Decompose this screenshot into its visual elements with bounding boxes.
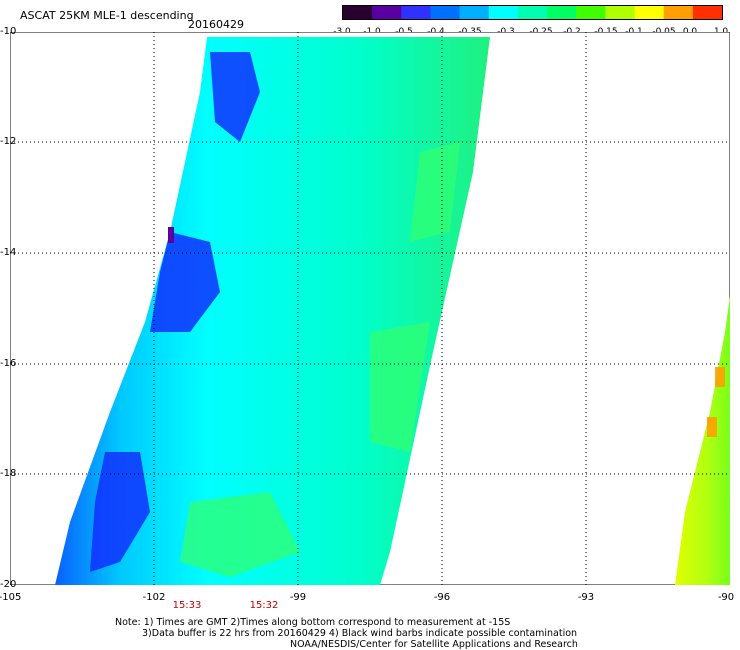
x-tick-label: -105 [0,592,22,603]
x-tick-label: -93 [577,592,595,603]
x-tick-label: -90 [717,592,735,603]
swath-time-label: 15:32 [249,600,279,611]
green-patches [180,142,460,577]
right-swath [675,296,730,585]
orange-patches [707,367,725,437]
y-tick-label: -14 [0,247,17,258]
main-swath [55,37,490,585]
colorbar-segment [605,6,636,19]
colorbar [342,5,723,20]
x-tick-label: -99 [289,592,307,603]
colorbar-segment [547,6,577,19]
colorbar-segment [663,6,694,19]
colorbar-segment [692,6,722,19]
colorbar-segment [372,6,402,19]
swath-map [10,32,730,585]
purple-cell [168,227,174,243]
map-date: 20160429 [188,18,244,31]
colorbar-segment [401,6,432,19]
note-line-3: NOAA/NESDIS/Center for Satellite Applica… [290,639,578,650]
colorbar-segment [430,6,461,19]
dark-blue-patches [90,52,260,572]
swath-time-label: 15:33 [172,600,202,611]
colorbar-segment [343,6,373,19]
colorbar-segment [576,6,606,19]
x-tick-label: -102 [142,592,166,603]
map-title: ASCAT 25KM MLE-1 descending [20,9,194,22]
colorbar-segment [459,6,490,19]
note-line-2: 3)Data buffer is 22 hrs from 20160429 4)… [142,628,578,639]
y-tick-label: -16 [0,358,17,369]
y-tick-label: -18 [0,468,17,479]
y-tick-label: -20 [0,579,17,590]
colorbar-segment [517,6,548,19]
x-tick-label: -96 [433,592,451,603]
y-tick-label: -12 [0,136,17,147]
note-line-1: Note: 1) Times are GMT 2)Times along bot… [115,617,511,628]
colorbar-segment [488,6,519,19]
graticule [10,32,730,585]
colorbar-segment [634,6,665,19]
y-tick-label: -10 [0,26,17,37]
